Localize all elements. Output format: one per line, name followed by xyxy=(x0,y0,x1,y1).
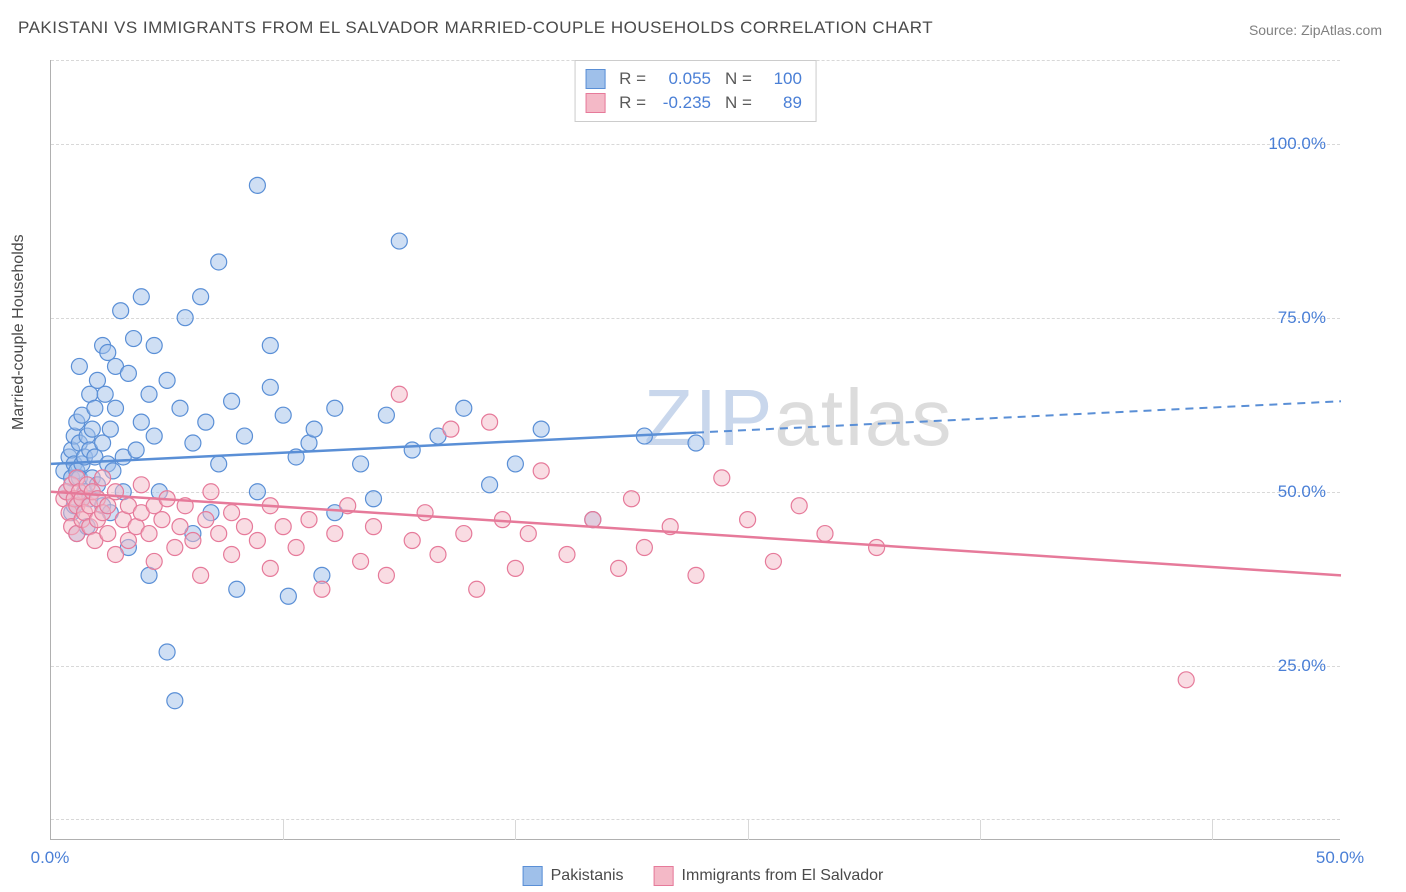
n-value-1: 100 xyxy=(762,69,802,89)
r-value-1: 0.055 xyxy=(656,69,711,89)
legend-swatch-1 xyxy=(523,866,543,886)
stats-row-1: R = 0.055 N = 100 xyxy=(585,67,802,91)
r-label: R = xyxy=(619,93,646,113)
swatch-series-1 xyxy=(585,69,605,89)
legend-label-2: Immigrants from El Salvador xyxy=(682,867,884,885)
n-value-2: 89 xyxy=(762,93,802,113)
n-label: N = xyxy=(725,69,752,89)
source-label: Source: ZipAtlas.com xyxy=(1249,22,1382,38)
r-value-2: -0.235 xyxy=(656,93,711,113)
chart-title: PAKISTANI VS IMMIGRANTS FROM EL SALVADOR… xyxy=(18,18,933,38)
y-axis-title: Married-couple Households xyxy=(10,234,28,430)
bottom-legend: Pakistanis Immigrants from El Salvador xyxy=(523,866,884,886)
legend-swatch-2 xyxy=(654,866,674,886)
legend-label-1: Pakistanis xyxy=(551,867,624,885)
legend-item-2: Immigrants from El Salvador xyxy=(654,866,884,886)
chart-container: PAKISTANI VS IMMIGRANTS FROM EL SALVADOR… xyxy=(0,0,1406,892)
legend-item-1: Pakistanis xyxy=(523,866,624,886)
stats-legend-box: R = 0.055 N = 100 R = -0.235 N = 89 xyxy=(574,60,817,122)
r-label: R = xyxy=(619,69,646,89)
plot-area: ZIPatlas R = 0.055 N = 100 R = -0.235 N … xyxy=(50,60,1340,840)
scatter-svg xyxy=(51,60,1340,839)
n-label: N = xyxy=(725,93,752,113)
stats-row-2: R = -0.235 N = 89 xyxy=(585,91,802,115)
swatch-series-2 xyxy=(585,93,605,113)
